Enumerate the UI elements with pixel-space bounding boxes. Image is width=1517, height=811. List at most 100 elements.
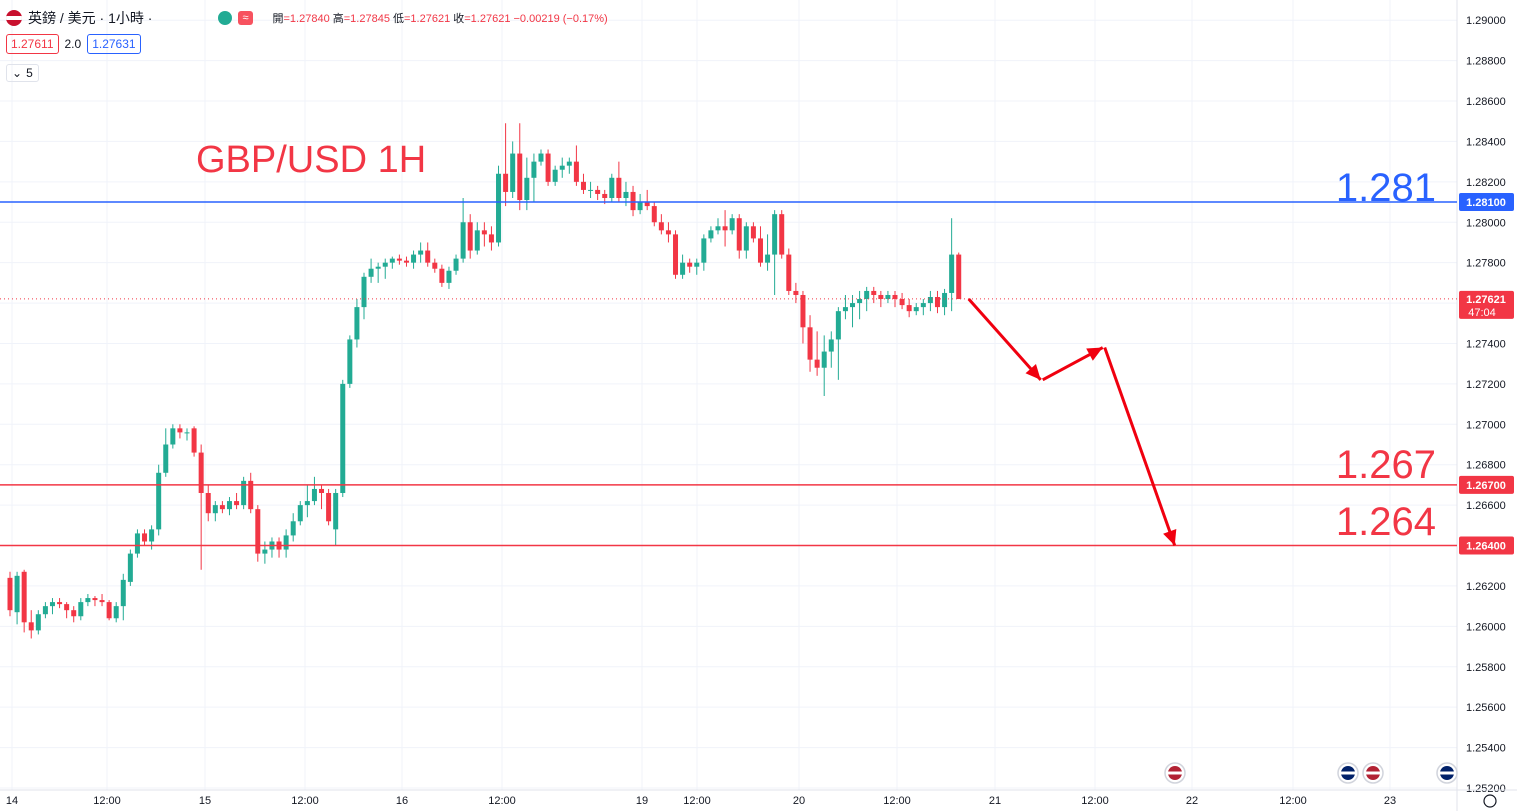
indicators-toggle[interactable]: ⌄ 5 — [6, 64, 39, 82]
candle-body — [906, 305, 912, 312]
candle-body — [92, 598, 98, 601]
candle-body — [134, 533, 140, 554]
candle-body — [708, 230, 714, 239]
candle-body — [71, 610, 77, 617]
ohlc-readout: 開=1.27840 高=1.27845 低=1.27621 收=1.27621 … — [272, 13, 608, 25]
candle-body — [566, 161, 572, 166]
y-tick-label: 1.25400 — [1466, 743, 1506, 755]
candle-body — [488, 234, 494, 243]
candle-body — [439, 268, 445, 283]
candle-body — [892, 294, 898, 300]
settings-gear-icon — [1483, 794, 1497, 808]
candle-body — [687, 262, 693, 267]
y-tick-label: 1.26200 — [1466, 581, 1506, 593]
x-tick-label: 12:00 — [93, 795, 121, 807]
y-tick-label: 1.28400 — [1466, 136, 1506, 148]
candle-body — [701, 238, 707, 263]
candle-body — [857, 299, 863, 304]
candle-body — [120, 579, 126, 607]
x-tick-label: 20 — [793, 795, 805, 807]
candle-body — [602, 193, 608, 199]
y-tick-label: 1.26600 — [1466, 500, 1506, 512]
candle-body — [28, 622, 34, 631]
candle-body — [156, 472, 162, 530]
symbol-title[interactable]: 英鎊 / 美元 · 1小時 · — [28, 10, 153, 26]
y-tick-label: 1.25800 — [1466, 662, 1506, 674]
x-tick-label: 12:00 — [1279, 795, 1307, 807]
level-price-label: 1.26400 — [1466, 541, 1506, 553]
candle-body — [57, 602, 63, 605]
candle-body — [446, 270, 452, 283]
chart-annotation-title: GBP/USD 1H — [196, 139, 426, 181]
y-tick-label: 1.25200 — [1466, 783, 1506, 795]
x-tick-label: 12:00 — [488, 795, 516, 807]
buy-button[interactable]: 1.27631 — [87, 34, 141, 54]
candle-body — [375, 266, 381, 269]
y-tick-label: 1.25600 — [1466, 702, 1506, 714]
candle-body — [496, 173, 502, 243]
candle-body — [347, 339, 353, 384]
candle-body — [467, 222, 473, 251]
candle-body — [517, 153, 523, 201]
candle-body — [177, 428, 183, 433]
candle-body — [729, 218, 735, 231]
candle-body — [793, 290, 799, 295]
sell-button[interactable]: 1.27611 — [6, 34, 59, 54]
candle-body — [665, 230, 671, 235]
candle-body — [184, 432, 190, 434]
x-tick-label: 12:00 — [1081, 795, 1109, 807]
candle-body — [283, 535, 289, 550]
candle-body — [757, 238, 763, 263]
x-tick-label: 22 — [1186, 795, 1198, 807]
level-price-tag — [1459, 193, 1514, 212]
candle-body — [765, 254, 771, 263]
candle-body — [842, 307, 848, 312]
level-price-label: 1.26700 — [1466, 480, 1506, 492]
candle-body — [715, 226, 721, 231]
level-price-label: 1.28100 — [1466, 197, 1506, 209]
y-tick-label: 1.28800 — [1466, 56, 1506, 68]
event-flag-stripe — [1168, 771, 1182, 775]
candle-body — [580, 181, 586, 190]
level-annotation-high: 1.281 — [1336, 166, 1436, 210]
candle-body — [927, 297, 933, 304]
candle-body — [219, 505, 225, 510]
indicators-count: 5 — [26, 66, 33, 80]
candle-body — [871, 290, 877, 295]
candle-body — [786, 254, 792, 291]
candle-body — [297, 505, 303, 522]
bar-countdown: 47:04 — [1468, 307, 1496, 319]
candle-body — [899, 299, 905, 306]
candle-body — [524, 177, 530, 201]
candle-body — [913, 307, 919, 312]
candle-body — [658, 222, 664, 231]
candle-body — [743, 226, 749, 251]
candle-body — [552, 169, 558, 182]
candle-body — [255, 509, 261, 554]
x-tick-label: 12:00 — [883, 795, 911, 807]
y-tick-label: 1.27200 — [1466, 379, 1506, 391]
candle-body — [241, 480, 247, 506]
candle-body — [170, 428, 176, 445]
event-flag-stripe — [1440, 771, 1454, 775]
candle-body — [779, 214, 785, 255]
delay-badge[interactable]: ≈ — [238, 11, 253, 25]
candle-body — [14, 575, 20, 613]
candle-body — [821, 351, 827, 368]
candle-body — [800, 294, 806, 328]
candle-body — [850, 303, 856, 308]
y-tick-label: 1.28600 — [1466, 96, 1506, 108]
spread-value: 2.0 — [64, 37, 82, 51]
candle-body — [191, 428, 197, 453]
x-tick-label: 14 — [6, 795, 18, 807]
candle-body — [750, 226, 756, 239]
candle-body — [573, 161, 579, 182]
candle-body — [425, 250, 431, 263]
candle-body — [934, 297, 940, 308]
candle-body — [595, 189, 601, 194]
candle-body — [531, 161, 537, 178]
candle-body — [772, 214, 778, 255]
candle-body — [78, 602, 84, 617]
y-tick-label: 1.28200 — [1466, 177, 1506, 189]
